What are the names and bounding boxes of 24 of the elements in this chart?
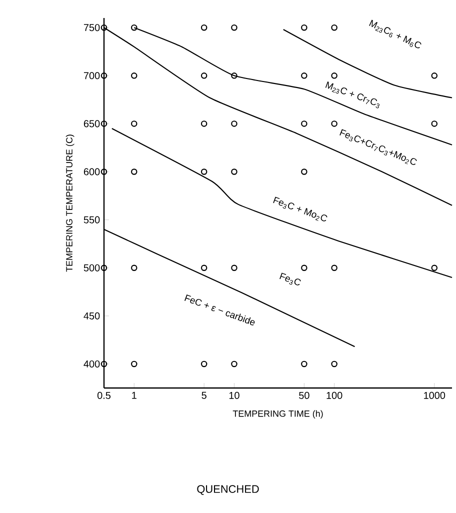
annotation: Fe$_{3}$C [280, 272, 301, 286]
annotation: M$_{23}$C + Cr$_{7}$C$_{3}$ [325, 81, 380, 108]
y-tick-label: 500 [84, 264, 100, 272]
x-tick-label: 100 [326, 392, 342, 399]
x-tick-label: 0.5 [97, 392, 111, 399]
annotation: FeC + ε − carbide [184, 294, 255, 326]
annotation: M$_{23}$C$_{6}$ + M$_{6}$C [369, 20, 422, 48]
x-tick-label: 10 [229, 392, 240, 399]
x-tick-label: 1000 [424, 392, 446, 399]
y-tick-label: 600 [84, 168, 100, 176]
text: Fe$_{3}$C+Cr$_{7}$C$_{3}$+Mo$_{2}$C [340, 129, 417, 165]
x-tick-label: 5 [202, 392, 206, 399]
text: QUENCHED [197, 485, 259, 495]
x-axis-title: TEMPERING TIME (h) [232, 410, 323, 419]
y-tick-label: 450 [84, 312, 100, 320]
y-axis-title: TEMPERING TEMPERATURE (C) [66, 134, 74, 272]
x-tick-label: 1 [132, 392, 136, 399]
y-tick-label: 750 [84, 24, 100, 32]
x-tick-label: 50 [299, 392, 310, 399]
annotation: Fe$_{3}$C + Mo$_{2}$C [273, 196, 328, 222]
y-tick-label: 550 [84, 216, 100, 224]
y-tick-label: 650 [84, 120, 100, 128]
y-tick-label: 400 [84, 360, 100, 368]
y-tick-label: 700 [84, 72, 100, 80]
